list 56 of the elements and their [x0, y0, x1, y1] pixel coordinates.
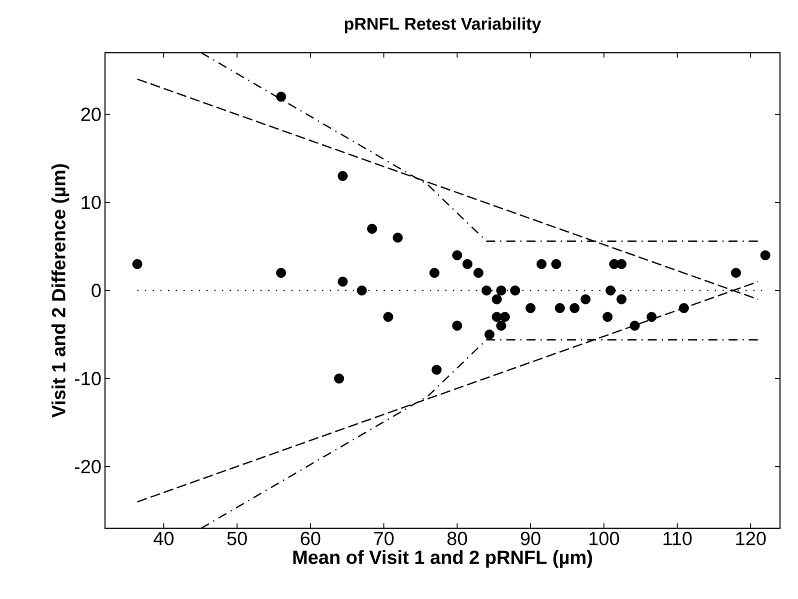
point: [496, 285, 506, 296]
point: [276, 92, 286, 102]
point: [554, 303, 565, 314]
x-tick-label: 60: [300, 532, 320, 546]
point: [132, 259, 142, 270]
x-tick-label: 40: [154, 532, 174, 546]
y-tick-label: -10: [74, 372, 101, 386]
point: [536, 259, 547, 270]
point: [646, 312, 657, 322]
x-tick-label: 120: [736, 532, 766, 546]
x-tick-label: 100: [590, 532, 620, 546]
point: [630, 320, 640, 331]
point: [334, 374, 344, 384]
point: [496, 320, 506, 331]
point: [452, 320, 462, 331]
point: [616, 294, 627, 304]
point: [580, 294, 591, 304]
point: [730, 268, 741, 278]
point: [500, 312, 510, 322]
point: [473, 268, 484, 278]
point: [356, 285, 367, 296]
point: [678, 303, 689, 314]
point: [452, 250, 462, 260]
point: [602, 312, 613, 322]
y-tick-label: -20: [74, 460, 101, 474]
point: [276, 268, 286, 278]
point: [383, 312, 394, 322]
point: [432, 364, 442, 375]
x-tick-label: 90: [520, 532, 540, 546]
point: [510, 285, 520, 296]
point: [570, 303, 580, 314]
point: [482, 285, 492, 296]
x-axis-title: Mean of Visit 1 and 2 pRNFL (µm): [293, 550, 592, 568]
point: [492, 312, 502, 322]
point: [338, 276, 348, 287]
x-tick-label: 50: [227, 532, 247, 546]
y-tick-label: 20: [81, 108, 101, 122]
x-tick-label: 80: [447, 532, 468, 546]
x-tick-label: 110: [664, 532, 692, 546]
point: [392, 232, 403, 243]
point: [484, 330, 494, 340]
point: [760, 250, 770, 260]
x-tick-label: 70: [374, 532, 394, 546]
point: [367, 224, 378, 234]
y-axis-title: Visit 1 and 2 Difference (µm): [51, 164, 70, 418]
point: [429, 268, 440, 278]
point: [492, 294, 502, 304]
point: [551, 259, 562, 270]
y-tick-label: 0: [92, 284, 101, 298]
point: [606, 285, 616, 296]
y-tick-label: 10: [82, 196, 101, 210]
point: [616, 259, 627, 270]
point: [526, 303, 536, 314]
point: [462, 259, 472, 270]
point: [338, 170, 348, 181]
chart-title: pRNFL Retest Variability: [344, 17, 542, 34]
